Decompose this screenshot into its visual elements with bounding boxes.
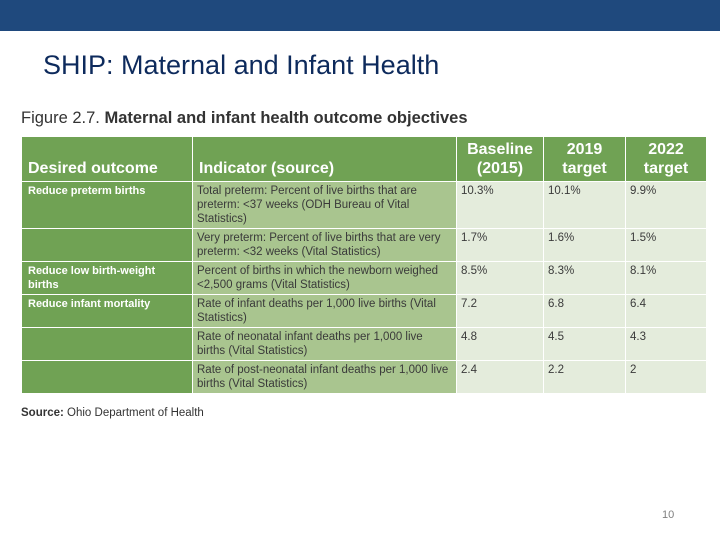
target-2022-cell: 6.4: [625, 294, 707, 328]
outcome-cell: Reduce infant mortality: [21, 294, 193, 328]
target-2022-cell: 1.5%: [625, 228, 707, 262]
figure-caption: Figure 2.7. Maternal and infant health o…: [21, 109, 468, 128]
indicator-cell: Rate of neonatal infant deaths per 1,000…: [192, 327, 457, 361]
header-2019-line2: target: [562, 160, 607, 177]
figure-label: Figure 2.7.: [21, 109, 100, 127]
outcome-objectives-table: Desired outcome Indicator (source) Basel…: [21, 136, 707, 394]
table-row: Reduce infant mortality Rate of infant d…: [21, 294, 707, 328]
header-baseline-line2: (2015): [476, 160, 524, 177]
indicator-cell: Very preterm: Percent of live births tha…: [192, 228, 457, 262]
baseline-cell: 10.3%: [456, 181, 544, 229]
outcome-cell: [21, 327, 193, 361]
source-text: Ohio Department of Health: [67, 407, 204, 419]
indicator-cell: Total preterm: Percent of live births th…: [192, 181, 457, 229]
table-header-row: Desired outcome Indicator (source) Basel…: [21, 136, 707, 182]
target-2022-cell: 2: [625, 360, 707, 394]
target-2019-cell: 4.5: [543, 327, 626, 361]
target-2022-cell: 9.9%: [625, 181, 707, 229]
baseline-cell: 7.2: [456, 294, 544, 328]
table-row: Reduce low birth-weight births Percent o…: [21, 261, 707, 295]
figure-title: Maternal and infant health outcome objec…: [104, 109, 468, 127]
header-2022-target: 2022 target: [625, 136, 707, 182]
indicator-cell: Rate of infant deaths per 1,000 live bir…: [192, 294, 457, 328]
header-baseline: Baseline (2015): [456, 136, 544, 182]
slide-title: SHIP: Maternal and Infant Health: [43, 50, 440, 80]
outcome-cell: [21, 228, 193, 262]
target-2019-cell: 6.8: [543, 294, 626, 328]
table-row: Rate of post-neonatal infant deaths per …: [21, 360, 707, 394]
source-label: Source:: [21, 407, 64, 419]
baseline-cell: 2.4: [456, 360, 544, 394]
header-desired-outcome: Desired outcome: [21, 136, 193, 182]
target-2019-cell: 10.1%: [543, 181, 626, 229]
target-2019-cell: 1.6%: [543, 228, 626, 262]
top-bar: [0, 0, 720, 31]
table-row: Very preterm: Percent of live births tha…: [21, 228, 707, 262]
source-note: Source: Ohio Department of Health: [21, 407, 204, 419]
table-row: Reduce preterm births Total preterm: Per…: [21, 181, 707, 229]
header-baseline-line1: Baseline: [467, 141, 533, 158]
header-2022-line2: target: [643, 160, 689, 177]
baseline-cell: 4.8: [456, 327, 544, 361]
header-indicator: Indicator (source): [192, 136, 457, 182]
baseline-cell: 8.5%: [456, 261, 544, 295]
target-2019-cell: 2.2: [543, 360, 626, 394]
indicator-cell: Percent of births in which the newborn w…: [192, 261, 457, 295]
target-2019-cell: 8.3%: [543, 261, 626, 295]
table-row: Rate of neonatal infant deaths per 1,000…: [21, 327, 707, 361]
target-2022-cell: 8.1%: [625, 261, 707, 295]
baseline-cell: 1.7%: [456, 228, 544, 262]
header-2019-line1: 2019: [566, 141, 603, 158]
indicator-cell: Rate of post-neonatal infant deaths per …: [192, 360, 457, 394]
header-2022-line1: 2022: [648, 141, 684, 158]
page-number: 10: [662, 509, 675, 521]
header-2019-target: 2019 target: [543, 136, 626, 182]
target-2022-cell: 4.3: [625, 327, 707, 361]
outcome-cell: Reduce low birth-weight births: [21, 261, 193, 295]
outcome-cell: Reduce preterm births: [21, 181, 193, 229]
outcome-cell: [21, 360, 193, 394]
